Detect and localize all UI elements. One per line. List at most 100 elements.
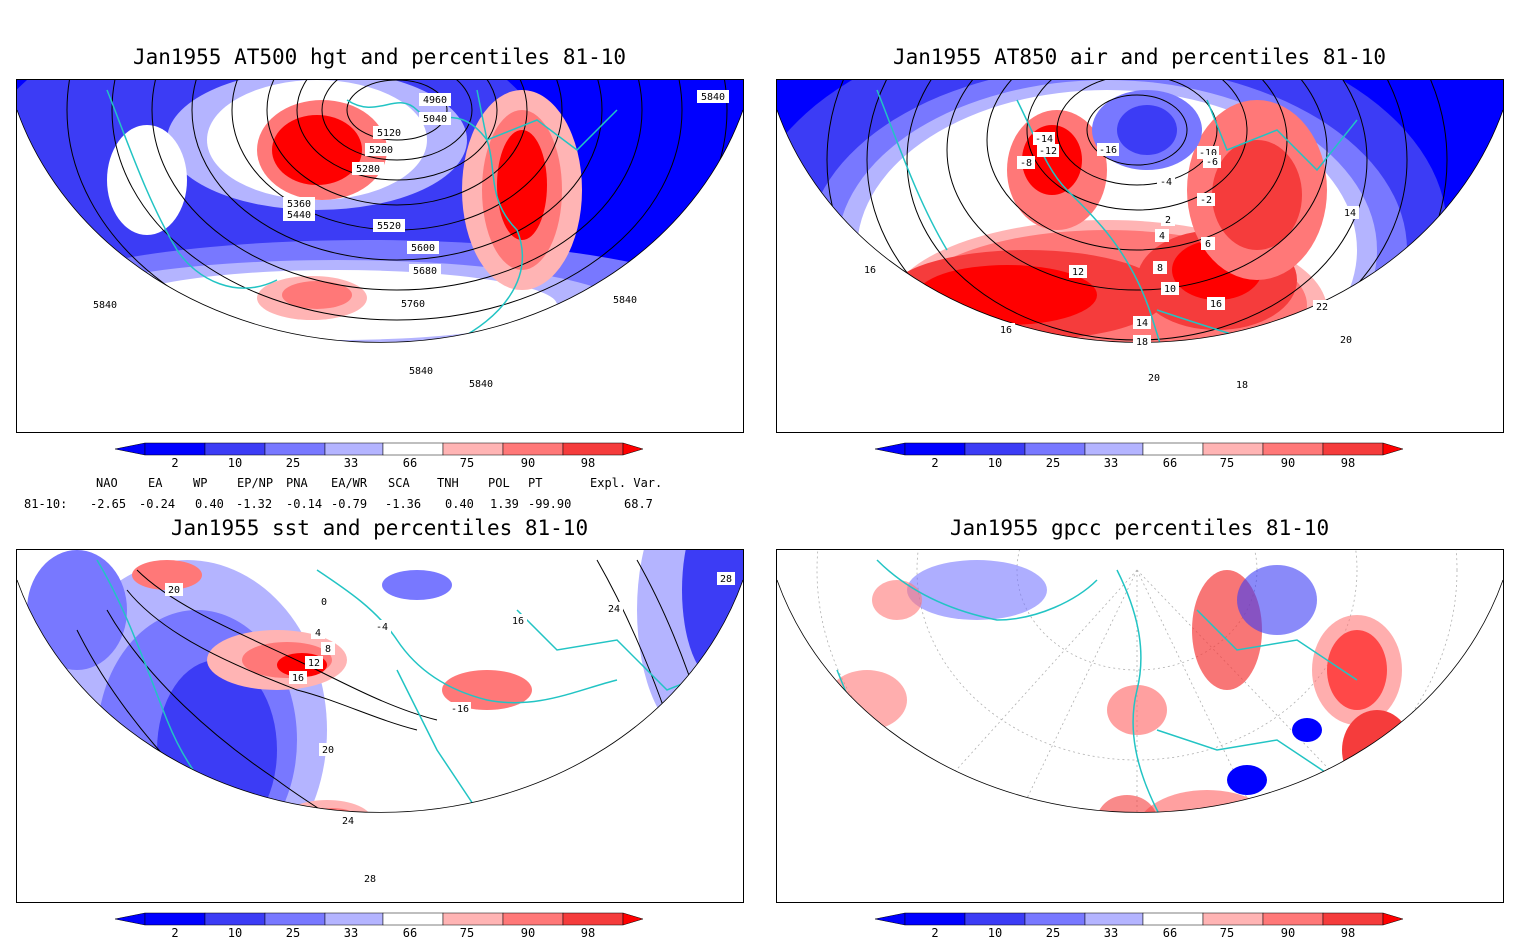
contour-label: 24 xyxy=(605,602,623,615)
contour-label: 5200 xyxy=(365,143,397,156)
map-air-panel: -14 -12 -16 -8 -10 -6 -4 -2 2 4 6 8 10 1… xyxy=(776,79,1504,433)
colorbar-segment xyxy=(1084,442,1144,456)
colorbar-gpcc xyxy=(875,912,1404,926)
map-sst-panel: 20 24 28 16 12 8 4 0 -4 -16 16 20 24 28 xyxy=(16,549,744,903)
contour-label: -14 xyxy=(1033,132,1055,145)
svg-text:5440: 5440 xyxy=(287,210,311,221)
svg-text:5520: 5520 xyxy=(377,221,401,232)
contour-label: 5520 xyxy=(373,219,405,232)
svg-text:16: 16 xyxy=(1210,299,1222,310)
panel-title-gpcc: Jan1955 gpcc percentiles 81-10 xyxy=(949,516,1330,540)
index-header: EA/WR xyxy=(331,476,368,490)
colorbar-tick-label: 2 xyxy=(171,926,179,940)
colorbar-segment xyxy=(264,912,326,926)
colorbar-sst xyxy=(115,912,644,926)
svg-text:14: 14 xyxy=(1344,208,1356,219)
svg-text:5600: 5600 xyxy=(411,243,435,254)
colorbar-tick-label: 98 xyxy=(1340,926,1356,940)
svg-text:5760: 5760 xyxy=(401,299,425,310)
contour-label: 5840 xyxy=(697,90,729,103)
colorbar-air xyxy=(875,442,1404,456)
svg-text:5840: 5840 xyxy=(701,92,725,103)
contour-label: 24 xyxy=(339,814,357,827)
contour-label: -8 xyxy=(1017,156,1035,169)
svg-text:28: 28 xyxy=(720,574,732,585)
svg-text:5840: 5840 xyxy=(93,300,117,311)
index-row-label: 81-10: xyxy=(24,497,68,511)
colorbar-segment xyxy=(442,912,504,926)
contour-label: 10 xyxy=(1161,282,1179,295)
svg-text:-16: -16 xyxy=(451,704,469,715)
colorbar-hgt xyxy=(115,442,644,456)
contour-label: 5040 xyxy=(419,112,451,125)
svg-text:5280: 5280 xyxy=(356,164,380,175)
index-header: PNA xyxy=(286,476,308,490)
colorbar-tick-label: 25 xyxy=(1045,926,1061,940)
contour-label: 16 xyxy=(289,671,307,684)
colorbar-segment xyxy=(144,912,206,926)
colorbar-tick-label: 90 xyxy=(520,456,536,470)
svg-text:24: 24 xyxy=(608,604,620,615)
index-value: 1.39 xyxy=(490,497,519,511)
svg-text:5360: 5360 xyxy=(287,199,311,210)
index-value: 0.40 xyxy=(195,497,224,511)
colorbar-segment xyxy=(875,442,906,456)
colorbar-segment xyxy=(622,442,644,456)
svg-text:-16: -16 xyxy=(1099,145,1117,156)
svg-text:16: 16 xyxy=(864,265,876,276)
colorbar-segment xyxy=(382,912,444,926)
contour-label: 5440 xyxy=(283,208,315,221)
colorbar-tick-label: 10 xyxy=(227,456,243,470)
index-value: -1.32 xyxy=(236,497,273,511)
index-value: -99.90 xyxy=(528,497,572,511)
index-value: -1.36 xyxy=(385,497,422,511)
colorbar-tick-label: 66 xyxy=(402,456,418,470)
colorbar-tick-label: 25 xyxy=(285,926,301,940)
contour-label: 20 xyxy=(319,743,337,756)
colorbar-segment xyxy=(115,912,146,926)
contour-label: 5840 xyxy=(405,364,437,377)
svg-text:-6: -6 xyxy=(1206,157,1218,168)
contour-label: 2 xyxy=(1161,213,1175,226)
contour-label: 14 xyxy=(1133,316,1151,329)
colorbar-segment xyxy=(382,442,444,456)
contour-label: 4 xyxy=(311,626,325,639)
colorbar-tick-label: 75 xyxy=(1219,926,1235,940)
colorbar-segment xyxy=(1024,912,1086,926)
colorbar-tick-label: 90 xyxy=(1280,926,1296,940)
svg-text:8: 8 xyxy=(325,644,331,655)
colorbar-segment xyxy=(904,442,966,456)
contour-label: 16 xyxy=(861,263,879,276)
colorbar-segment xyxy=(1262,912,1324,926)
svg-text:-4: -4 xyxy=(376,622,388,633)
svg-text:2: 2 xyxy=(1165,215,1171,226)
index-value: -2.65 xyxy=(90,497,127,511)
index-header: PT xyxy=(528,476,543,490)
contour-label: 20 xyxy=(1145,371,1163,384)
colorbar-tick-label: 90 xyxy=(1280,456,1296,470)
colorbar-tick-label: 75 xyxy=(1219,456,1235,470)
colorbar-tick-label: 2 xyxy=(931,456,939,470)
panel-title-hgt: Jan1955 AT500 hgt and percentiles 81-10 xyxy=(132,45,627,69)
svg-text:20: 20 xyxy=(168,585,180,596)
index-value: -0.14 xyxy=(286,497,323,511)
colorbar-segment xyxy=(1024,442,1086,456)
index-header: EP/NP xyxy=(237,476,274,490)
colorbar-segment xyxy=(1322,442,1384,456)
colorbar-tick-label: 33 xyxy=(343,926,359,940)
index-header: WP xyxy=(193,476,208,490)
contour-label: 4 xyxy=(1155,229,1169,242)
svg-text:-4: -4 xyxy=(1160,177,1172,188)
contour-label: 14 xyxy=(1341,206,1359,219)
contour-label: -2 xyxy=(1197,193,1215,206)
colorbar-segment xyxy=(1322,912,1384,926)
colorbar-tick-label: 98 xyxy=(580,926,596,940)
svg-text:5680: 5680 xyxy=(413,266,437,277)
colorbar-segment xyxy=(1084,912,1144,926)
contour-label: 22 xyxy=(1313,300,1331,313)
colorbar-segment xyxy=(324,442,384,456)
colorbar-segment xyxy=(875,912,906,926)
contour-label: 5680 xyxy=(409,264,441,277)
contour-label: -12 xyxy=(1037,144,1059,157)
colorbar-segment xyxy=(562,442,624,456)
